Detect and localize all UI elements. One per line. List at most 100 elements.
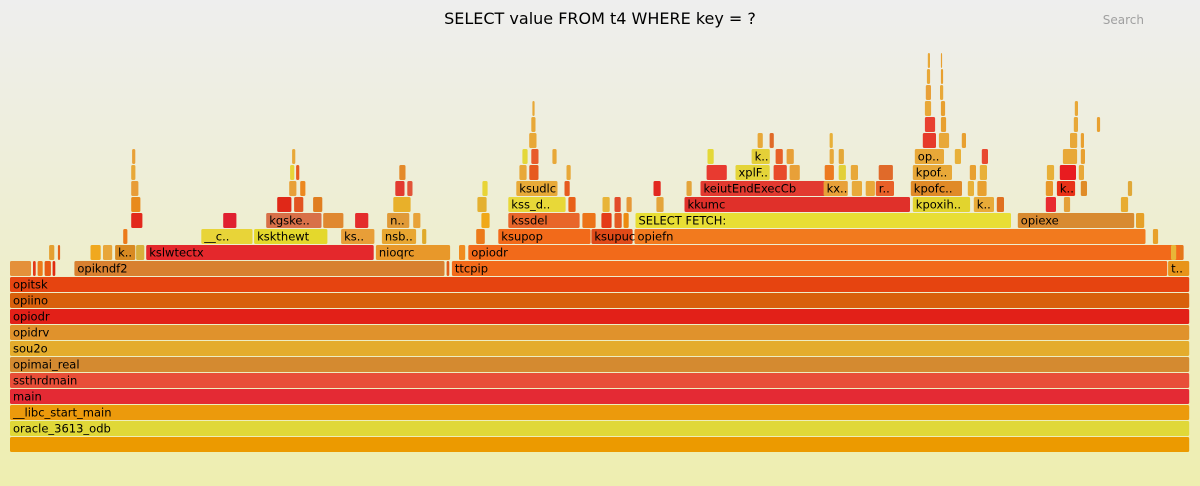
flame-frame[interactable] bbox=[294, 197, 304, 212]
flame-frame[interactable] bbox=[482, 181, 488, 196]
flame-frame[interactable] bbox=[132, 149, 136, 164]
flame-frame[interactable] bbox=[940, 85, 944, 100]
flame-frame[interactable] bbox=[323, 213, 344, 228]
flame-frame-rect[interactable] bbox=[74, 261, 445, 276]
flame-frame[interactable] bbox=[878, 165, 893, 180]
flame-frame-rect[interactable] bbox=[290, 165, 295, 180]
flame-frame-rect[interactable] bbox=[136, 245, 145, 260]
flame-frame-rect[interactable] bbox=[614, 197, 621, 212]
flame-frame[interactable] bbox=[446, 261, 450, 276]
flame-frame-rect[interactable] bbox=[254, 229, 328, 244]
flame-frame[interactable] bbox=[1136, 213, 1145, 228]
flame-frame-rect[interactable] bbox=[10, 405, 1190, 420]
flame-frame[interactable]: SELECT FETCH: bbox=[635, 213, 1012, 228]
flame-frame[interactable]: k.. bbox=[1056, 181, 1076, 196]
flame-frame-rect[interactable] bbox=[393, 197, 411, 212]
flame-frame-rect[interactable] bbox=[735, 165, 770, 180]
flame-frame-rect[interactable] bbox=[954, 149, 961, 164]
flame-frame[interactable] bbox=[1063, 197, 1071, 212]
flame-frame[interactable] bbox=[407, 181, 413, 196]
flame-frame[interactable] bbox=[131, 181, 139, 196]
flame-frame[interactable] bbox=[838, 149, 844, 164]
flame-frame[interactable] bbox=[103, 245, 113, 260]
flame-frame-rect[interactable] bbox=[529, 165, 539, 180]
flame-frame[interactable] bbox=[1046, 165, 1055, 180]
flame-frame-rect[interactable] bbox=[1056, 181, 1076, 196]
flame-frame-rect[interactable] bbox=[498, 229, 591, 244]
flame-frame[interactable] bbox=[57, 245, 61, 260]
flame-frame[interactable]: k.. bbox=[751, 149, 770, 164]
flame-frame[interactable] bbox=[614, 197, 621, 212]
flame-frame-rect[interactable] bbox=[103, 245, 113, 260]
flame-frame[interactable]: opiino bbox=[10, 293, 1190, 308]
flame-frame-rect[interactable] bbox=[973, 197, 994, 212]
flame-frame[interactable]: nsb.. bbox=[381, 229, 417, 244]
flame-frame-rect[interactable] bbox=[981, 149, 988, 164]
flame-frame-rect[interactable] bbox=[582, 213, 596, 228]
flame-frame-rect[interactable] bbox=[413, 213, 421, 228]
flame-frame-rect[interactable] bbox=[508, 213, 580, 228]
flame-frame[interactable] bbox=[290, 165, 295, 180]
flame-frame-rect[interactable] bbox=[422, 229, 427, 244]
flame-frame-rect[interactable] bbox=[44, 261, 51, 276]
flame-frame[interactable] bbox=[292, 149, 296, 164]
flame-frame[interactable] bbox=[1120, 197, 1129, 212]
flame-frame-rect[interactable] bbox=[996, 197, 1004, 212]
flame-frame[interactable] bbox=[33, 261, 36, 276]
flame-frame[interactable]: nioqrc bbox=[375, 245, 451, 260]
flame-frame-rect[interactable] bbox=[977, 181, 987, 196]
flame-frame[interactable] bbox=[789, 165, 800, 180]
flame-frame-rect[interactable] bbox=[686, 181, 692, 196]
flame-frame[interactable]: opiefn bbox=[634, 229, 1146, 244]
flame-frame[interactable] bbox=[614, 213, 622, 228]
flame-frame-rect[interactable] bbox=[626, 197, 632, 212]
flame-frame[interactable] bbox=[413, 213, 421, 228]
flame-frame[interactable] bbox=[838, 165, 846, 180]
flame-frame[interactable] bbox=[961, 133, 966, 148]
flame-frame[interactable] bbox=[601, 213, 612, 228]
flame-frame[interactable]: kgske.. bbox=[266, 213, 322, 228]
flame-frame-rect[interactable] bbox=[1152, 229, 1159, 244]
flame-frame-rect[interactable] bbox=[451, 261, 1168, 276]
flame-frame[interactable] bbox=[131, 165, 136, 180]
flame-frame-rect[interactable] bbox=[522, 149, 528, 164]
flame-frame-rect[interactable] bbox=[757, 133, 763, 148]
flame-frame[interactable]: ks.. bbox=[341, 229, 375, 244]
flame-frame[interactable] bbox=[582, 213, 596, 228]
flame-frame-rect[interactable] bbox=[1080, 181, 1087, 196]
flame-frame[interactable] bbox=[1070, 133, 1078, 148]
flame-frame-rect[interactable] bbox=[10, 421, 1190, 436]
flame-frame-rect[interactable] bbox=[508, 197, 566, 212]
flame-frame-rect[interactable] bbox=[940, 53, 943, 68]
flame-frame-rect[interactable] bbox=[468, 245, 1184, 260]
flame-frame-rect[interactable] bbox=[824, 165, 834, 180]
flame-frame[interactable] bbox=[967, 181, 974, 196]
flame-frame-rect[interactable] bbox=[1059, 165, 1076, 180]
flame-frame-rect[interactable] bbox=[10, 277, 1190, 292]
flame-frame[interactable]: k.. bbox=[973, 197, 994, 212]
flame-frame[interactable] bbox=[623, 213, 629, 228]
flame-frame-rect[interactable] bbox=[926, 69, 931, 84]
flame-frame-rect[interactable] bbox=[37, 261, 43, 276]
flame-frame-rect[interactable] bbox=[568, 197, 576, 212]
flame-frame-rect[interactable] bbox=[1045, 181, 1053, 196]
flame-frame[interactable] bbox=[1080, 181, 1087, 196]
flame-frame-rect[interactable] bbox=[656, 197, 664, 212]
flame-frame-rect[interactable] bbox=[925, 85, 931, 100]
flame-frame[interactable] bbox=[481, 213, 490, 228]
flame-frame[interactable] bbox=[1074, 101, 1078, 116]
flame-frame-rect[interactable] bbox=[459, 245, 466, 260]
flame-frame[interactable]: t.. bbox=[1168, 261, 1190, 276]
flame-frame[interactable] bbox=[44, 261, 51, 276]
flame-frame[interactable] bbox=[977, 181, 987, 196]
flame-frame-rect[interactable] bbox=[519, 165, 527, 180]
flame-frame[interactable] bbox=[1045, 197, 1056, 212]
flame-frame[interactable] bbox=[37, 261, 43, 276]
flame-frame-rect[interactable] bbox=[635, 213, 1012, 228]
flame-frame[interactable]: kpof.. bbox=[912, 165, 952, 180]
flame-frame-rect[interactable] bbox=[912, 197, 971, 212]
flame-frame-rect[interactable] bbox=[266, 213, 322, 228]
flame-frame-rect[interactable] bbox=[1070, 133, 1078, 148]
flame-frame-rect[interactable] bbox=[601, 213, 612, 228]
flame-frame[interactable] bbox=[924, 101, 932, 116]
